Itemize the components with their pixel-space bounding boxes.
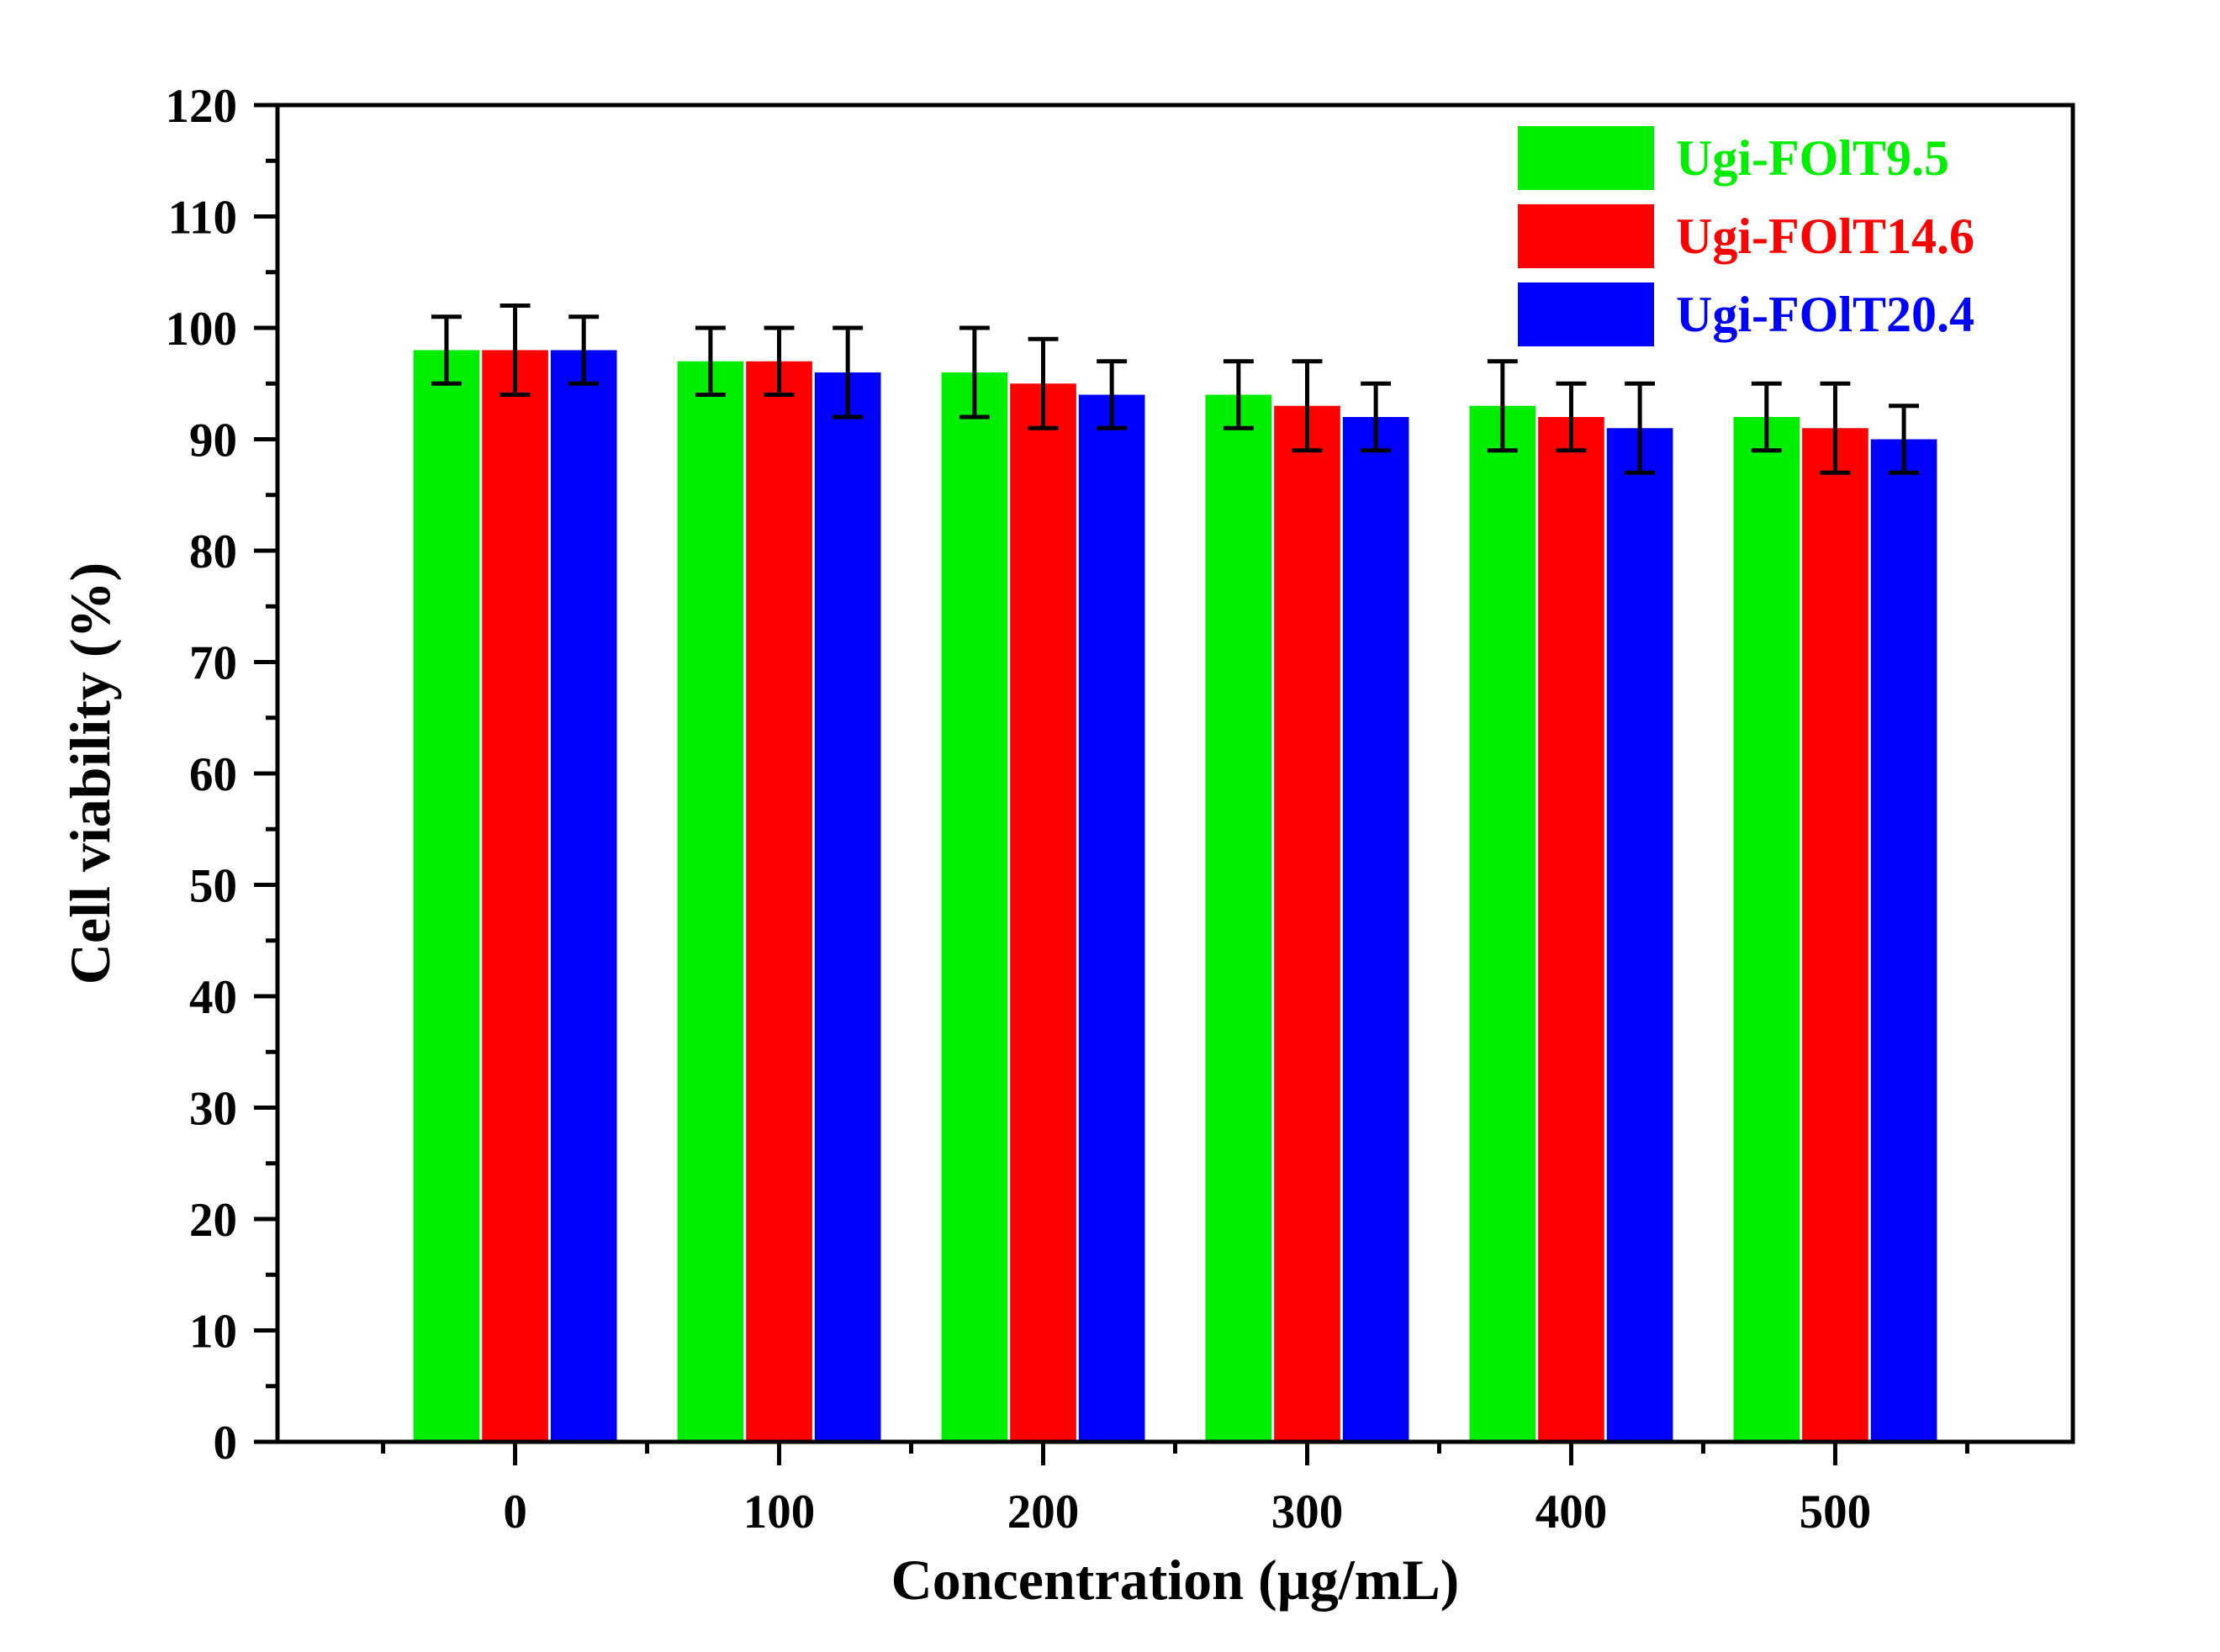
bar [1538,417,1604,1442]
error-bar [1361,381,1392,453]
bars-layer [413,350,1937,1442]
error-bar [764,325,795,397]
x-axis: 0 100 200 300 400 500 [381,1442,1969,1539]
error-bar [695,325,726,397]
bar [677,361,744,1442]
legend-swatch [1518,126,1654,190]
bar [1802,428,1868,1442]
legend-label: Ugi-FOlT9.5 [1676,130,1949,186]
x-tick-label: 500 [1800,1486,1872,1539]
bar [1342,417,1409,1442]
y-tick-label: 0 [214,1417,238,1470]
error-bar [500,303,531,397]
y-tick-label: 60 [189,748,237,801]
error-bar [1820,381,1851,475]
y-tick-label: 120 [166,80,238,133]
y-tick-label: 50 [189,860,237,913]
error-bar [1487,359,1518,453]
bar [1010,383,1076,1442]
legend-label: Ugi-FOlT14.6 [1676,208,1974,264]
bar [1733,417,1800,1442]
y-tick-label: 10 [189,1306,237,1359]
y-tick-label: 30 [189,1083,237,1136]
bar [1870,439,1937,1442]
bar [1205,394,1272,1442]
bar [550,350,617,1442]
bar [746,361,812,1442]
legend-swatch [1518,282,1654,346]
y-tick-label: 100 [166,303,238,356]
bar [482,350,548,1442]
x-axis-title: Concentration (µg/mL) [891,1548,1460,1612]
x-tick-label: 100 [743,1486,816,1539]
bar [1078,394,1145,1442]
y-tick-label: 90 [189,414,237,467]
error-bar [959,325,990,420]
error-bars-layer [431,303,1920,475]
x-tick-label: 300 [1271,1486,1344,1539]
bar [413,350,480,1442]
error-bar [1625,381,1656,475]
y-axis: 0 10 20 30 40 50 60 70 80 90 100 110 120 [166,80,278,1470]
error-bar [568,314,600,386]
x-tick-label: 400 [1536,1486,1608,1539]
bar [814,372,881,1442]
y-tick-label: 40 [189,971,237,1024]
error-bar [1223,359,1254,430]
y-tick-label: 110 [168,192,237,245]
legend: Ugi-FOlT9.5 Ugi-FOlT14.6 Ugi-FOlT20.4 [1518,126,1974,346]
error-bar [832,325,864,420]
error-bar [1097,359,1128,430]
error-bar [1751,381,1782,453]
error-bar [1556,381,1587,453]
bar [1606,428,1673,1442]
x-tick-label: 0 [503,1486,527,1539]
bar [941,372,1008,1442]
bar [1469,405,1536,1442]
y-axis-title: Cell viability (%) [58,562,122,984]
y-tick-label: 20 [189,1194,237,1247]
y-tick-label: 70 [189,637,237,690]
error-bar [1292,359,1323,453]
x-tick-label: 200 [1007,1486,1080,1539]
bar [1274,405,1340,1442]
error-bar [1028,336,1059,430]
error-bar [1889,404,1920,475]
legend-swatch [1518,204,1654,268]
legend-label: Ugi-FOlT20.4 [1676,287,1974,342]
error-bar [431,314,462,386]
y-tick-label: 80 [189,525,237,578]
